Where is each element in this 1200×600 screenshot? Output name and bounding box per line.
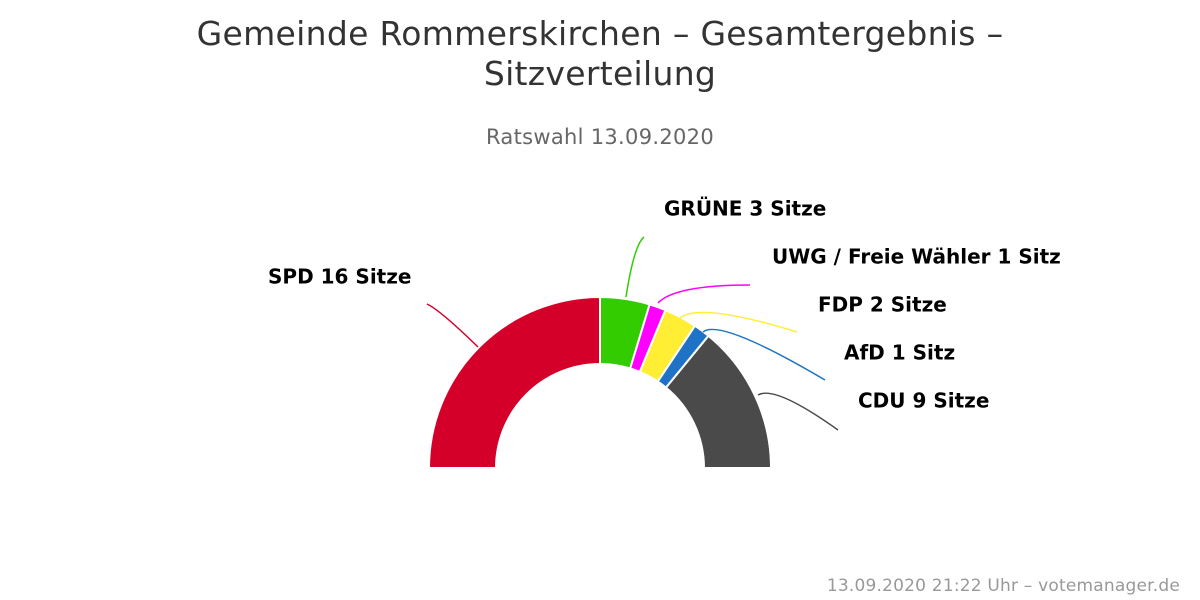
- chart-credit[interactable]: 13.09.2020 21:22 Uhr – votemanager.de: [826, 576, 1180, 596]
- data-label: UWG / Freie Wähler 1 Sitz: [772, 245, 1061, 269]
- labels-layer: SPD 16 Sitze GRÜNE 3 Sitze UWG / Freie Wäh…: [268, 197, 1061, 413]
- data-label: CDU 9 Sitze: [858, 389, 989, 413]
- connector-line: [625, 236, 645, 298]
- slices-layer: [427, 295, 773, 469]
- data-label: SPD 16 Sitze: [268, 265, 411, 289]
- chart-subtitle: Ratswahl 13.09.2020: [486, 125, 714, 149]
- connector-line: [657, 284, 751, 304]
- connector-line: [426, 303, 479, 348]
- data-label: AfD 1 Sitz: [844, 341, 955, 365]
- connector-line: [702, 328, 826, 381]
- connector-line: [679, 311, 798, 333]
- chart-title: Gemeinde Rommerskirchen – Gesamtergebnis…: [196, 14, 1004, 93]
- connector-line: [757, 392, 839, 431]
- slice-spd[interactable]: [427, 295, 601, 469]
- slice-cdu[interactable]: [664, 334, 773, 469]
- data-label: GRÜNE 3 Sitze: [664, 197, 826, 221]
- connectors-layer: [426, 236, 839, 431]
- data-label: FDP 2 Sitze: [818, 293, 947, 317]
